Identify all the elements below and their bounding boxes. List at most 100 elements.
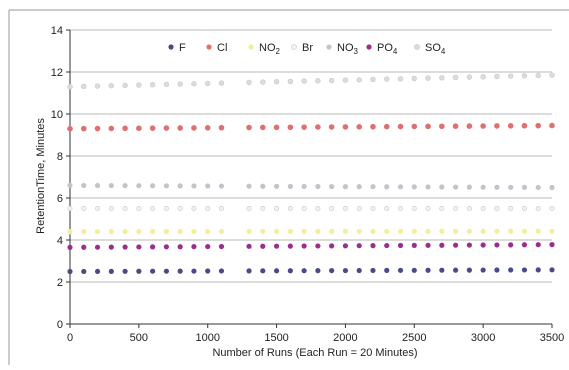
data-point-no2-1000 bbox=[205, 228, 211, 235]
data-point-cl-2300 bbox=[383, 123, 390, 130]
data-point-no3-1300 bbox=[246, 183, 252, 189]
data-point-no3-3500 bbox=[549, 184, 555, 191]
data-point-po4-1000 bbox=[205, 243, 211, 250]
data-point-so4-1400 bbox=[260, 79, 266, 85]
data-point-f-3000 bbox=[480, 267, 486, 273]
data-point-no3-2500 bbox=[411, 184, 417, 190]
data-point-cl-700 bbox=[163, 125, 170, 131]
data-point-no2-1600 bbox=[287, 228, 293, 235]
data-point-br-1900 bbox=[329, 206, 335, 212]
data-point-po4-2600 bbox=[425, 242, 431, 248]
data-point-cl-2500 bbox=[411, 123, 418, 130]
data-point-so4-600 bbox=[149, 82, 156, 88]
data-point-no3-2300 bbox=[384, 184, 390, 190]
data-point-f-1700 bbox=[301, 268, 307, 274]
data-point-f-2000 bbox=[342, 267, 349, 274]
data-point-br-800 bbox=[177, 206, 183, 212]
data-point-f-800 bbox=[177, 268, 183, 274]
data-point-po4-2000 bbox=[342, 243, 349, 249]
data-point-f-1500 bbox=[273, 268, 280, 274]
data-point-so4-2500 bbox=[411, 75, 417, 82]
data-point-f-0 bbox=[67, 268, 73, 275]
data-point-f-1400 bbox=[260, 268, 266, 274]
data-point-po4-300 bbox=[108, 244, 114, 250]
data-point-no3-2400 bbox=[397, 184, 404, 190]
axes bbox=[66, 29, 553, 328]
gridlines bbox=[70, 29, 552, 283]
data-point-f-700 bbox=[163, 268, 169, 274]
data-point-br-2500 bbox=[411, 206, 417, 212]
data-point-br-2100 bbox=[356, 206, 362, 212]
data-point-br-1400 bbox=[260, 206, 266, 212]
data-point-po4-3300 bbox=[521, 242, 528, 248]
data-point-no2-1300 bbox=[246, 228, 252, 235]
data-point-no2-2900 bbox=[466, 228, 472, 234]
legend-marker-no2 bbox=[248, 44, 254, 50]
data-point-no3-3300 bbox=[521, 184, 528, 190]
legend-label-f: F bbox=[179, 42, 186, 54]
data-point-cl-100 bbox=[80, 125, 87, 132]
legend-marker-br bbox=[291, 44, 297, 50]
data-point-no2-1700 bbox=[301, 228, 307, 234]
legend-label-po4: PO4 bbox=[377, 42, 398, 56]
data-point-po4-1500 bbox=[273, 243, 280, 249]
data-point-so4-1300 bbox=[246, 79, 252, 86]
data-point-po4-2500 bbox=[411, 242, 417, 248]
data-point-cl-1500 bbox=[273, 124, 280, 131]
data-point-so4-700 bbox=[163, 81, 170, 88]
legend-marker-no3 bbox=[326, 44, 332, 50]
data-point-so4-1600 bbox=[287, 78, 294, 85]
legend-label-cl: Cl bbox=[217, 42, 227, 54]
data-point-po4-1300 bbox=[246, 243, 252, 249]
data-point-no2-500 bbox=[136, 228, 142, 235]
data-point-no2-2800 bbox=[453, 228, 459, 234]
data-point-f-2200 bbox=[370, 267, 376, 274]
data-point-no3-0 bbox=[67, 182, 73, 188]
data-point-no3-800 bbox=[177, 183, 183, 189]
data-point-po4-2300 bbox=[384, 242, 390, 249]
data-point-so4-3100 bbox=[494, 73, 500, 80]
data-point-f-2500 bbox=[411, 267, 417, 273]
data-point-no3-600 bbox=[150, 183, 156, 189]
data-point-cl-900 bbox=[191, 125, 197, 131]
data-point-po4-600 bbox=[150, 244, 156, 250]
data-point-po4-1600 bbox=[287, 243, 293, 249]
data-point-po4-3400 bbox=[535, 242, 541, 248]
x-axis-label: Number of Runs (Each Run = 20 Minutes) bbox=[212, 347, 417, 359]
data-point-no2-1500 bbox=[273, 228, 280, 235]
data-point-no2-0 bbox=[67, 229, 73, 235]
data-point-no3-500 bbox=[136, 183, 142, 189]
data-point-cl-2100 bbox=[356, 124, 363, 130]
data-point-so4-800 bbox=[177, 81, 183, 87]
data-point-f-2700 bbox=[439, 267, 445, 273]
y-tick-label-2: 2 bbox=[57, 277, 63, 289]
data-point-br-0 bbox=[67, 206, 73, 212]
data-point-no2-1400 bbox=[260, 228, 266, 235]
data-point-cl-1800 bbox=[315, 124, 321, 130]
legend: F Cl NO2 Br NO3 PO4 SO4 bbox=[168, 42, 446, 56]
data-point-br-2000 bbox=[342, 206, 348, 212]
data-point-no3-2000 bbox=[342, 184, 349, 190]
legend-marker-cl bbox=[206, 44, 212, 50]
data-point-br-2200 bbox=[370, 206, 376, 212]
y-tick-label-12: 12 bbox=[51, 67, 63, 79]
data-point-br-200 bbox=[95, 206, 101, 212]
data-point-cl-3000 bbox=[480, 123, 486, 129]
data-point-cl-1900 bbox=[328, 124, 335, 130]
data-point-br-3400 bbox=[535, 206, 541, 212]
data-point-so4-2000 bbox=[342, 77, 349, 83]
data-point-cl-1000 bbox=[204, 125, 211, 131]
data-point-no2-2600 bbox=[425, 228, 431, 234]
data-point-so4-500 bbox=[136, 82, 142, 88]
data-point-so4-2900 bbox=[466, 74, 473, 80]
data-point-so4-2300 bbox=[384, 76, 390, 82]
data-point-po4-700 bbox=[163, 244, 169, 250]
data-point-f-100 bbox=[81, 268, 87, 275]
data-point-no2-2100 bbox=[356, 228, 362, 234]
data-point-no3-1900 bbox=[329, 183, 335, 190]
data-point-so4-3300 bbox=[521, 73, 528, 79]
data-point-cl-1400 bbox=[260, 124, 266, 131]
x-tick-label-1500: 1500 bbox=[264, 332, 288, 344]
data-point-po4-200 bbox=[94, 244, 101, 250]
data-point-so4-2600 bbox=[425, 75, 431, 81]
